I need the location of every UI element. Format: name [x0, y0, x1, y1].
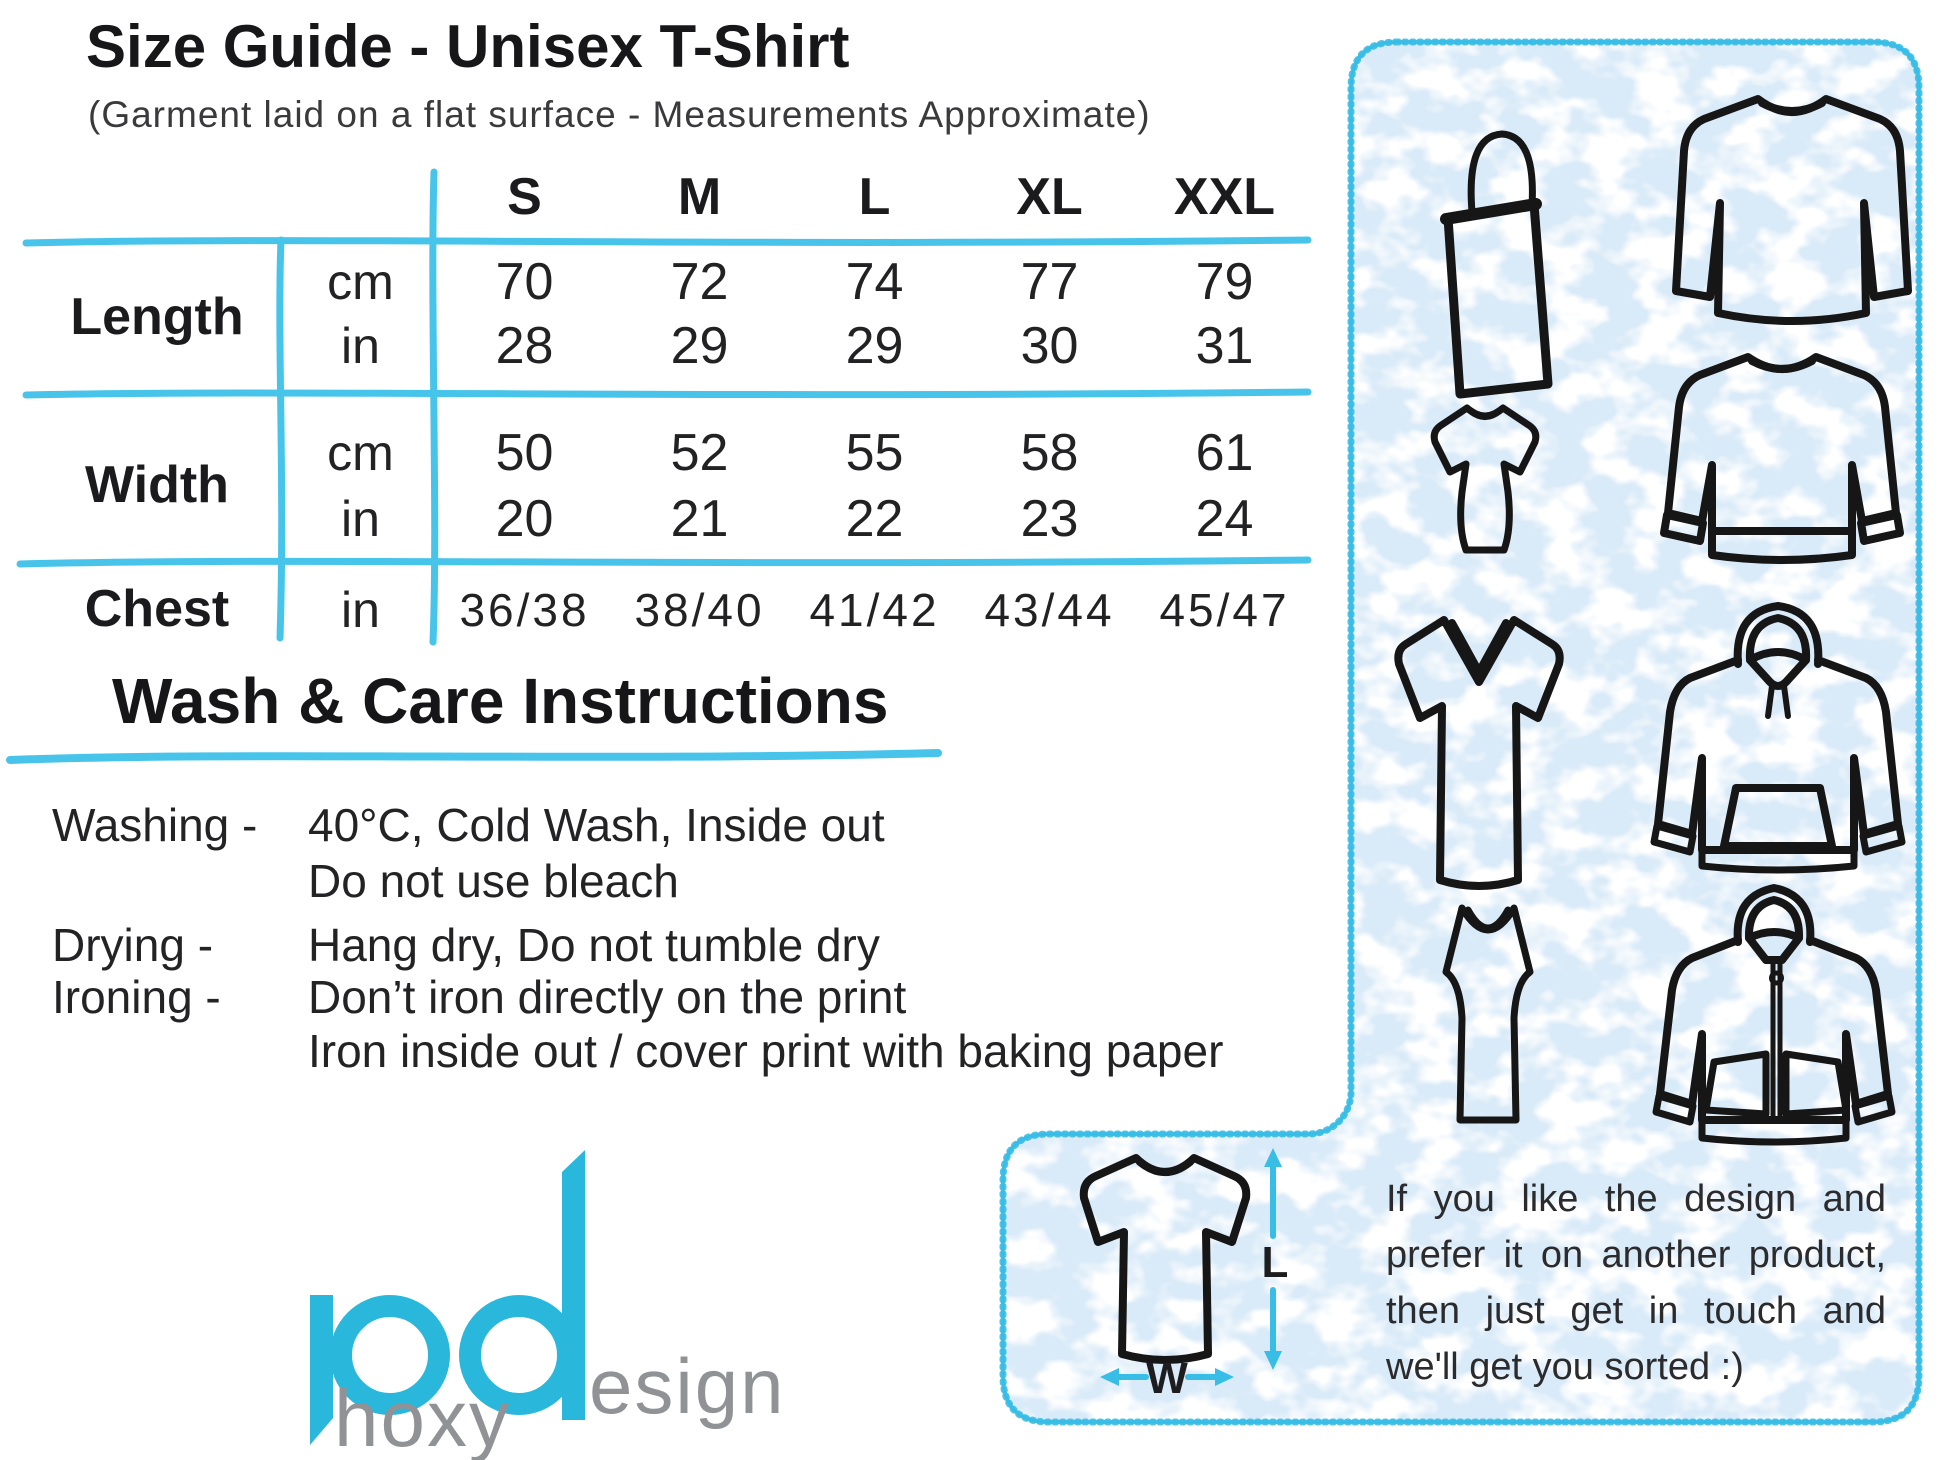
phoxy-design-logo: esign hoxy — [310, 1150, 785, 1460]
panel-border-stipple — [999, 38, 1923, 1426]
value-cell: 29 — [845, 317, 904, 375]
value-cell: 24 — [1195, 490, 1254, 548]
row-label-length: Length — [70, 288, 244, 346]
long-sleeve-shirt-icon — [1672, 95, 1912, 325]
table-rules — [6, 168, 1312, 764]
care-row-ironing: Ironing - Don’t iron directly on the pri… — [0, 970, 1340, 1026]
value-cell: 45/47 — [1159, 584, 1290, 636]
table-rule-top — [22, 236, 1312, 247]
width-measure-label: W — [1146, 1354, 1188, 1403]
unit-cell: in — [341, 318, 380, 374]
length-measure-label: L — [1261, 1238, 1289, 1287]
value-cell: 20 — [495, 490, 554, 548]
tote-bag-icon — [1440, 130, 1553, 399]
table-rule-bottom — [16, 556, 1312, 568]
pd-logo-mark — [310, 1150, 585, 1445]
care-text: Hang dry, Do not tumble dry — [308, 919, 880, 971]
logo-d-stem — [562, 1150, 585, 1420]
value-cell: 28 — [495, 317, 554, 375]
value-cell: 31 — [1195, 317, 1254, 375]
care-row-bleach: Do not use bleach — [0, 854, 1340, 910]
womens-t-shirt-icon — [1430, 404, 1540, 554]
row-label-width: Width — [85, 456, 229, 514]
value-cell: 36/38 — [459, 584, 590, 636]
note-line: then just get in touch and — [1386, 1290, 1886, 1332]
note-line: If you like the design and — [1386, 1178, 1886, 1220]
width-cm-row: cm 50 52 55 58 61 — [30, 422, 1312, 484]
care-label: Ironing - — [52, 971, 221, 1023]
table-rule-vertical-2 — [429, 168, 439, 646]
size-col-xxl: XXL — [1173, 168, 1276, 226]
width-in-row: in 20 21 22 23 24 — [30, 488, 1312, 550]
value-cell: 58 — [1020, 424, 1079, 482]
unit-cell: cm — [327, 425, 394, 481]
page-title: Size Guide - Unisex T-Shirt — [86, 13, 850, 80]
value-cell: 38/40 — [634, 584, 765, 636]
page-subtitle: (Garment laid on a flat surface - Measur… — [88, 94, 1151, 135]
value-cell: 41/42 — [809, 584, 940, 636]
care-text: Don’t iron directly on the print — [308, 971, 907, 1023]
length-arrowhead-top — [1264, 1148, 1282, 1167]
care-row-drying: Drying - Hang dry, Do not tumble dry — [0, 918, 1340, 974]
zip-hoodie-icon — [1652, 884, 1896, 1146]
value-cell: 61 — [1195, 424, 1254, 482]
care-text: Do not use bleach — [308, 855, 679, 907]
value-cell: 72 — [670, 253, 729, 311]
logo-hoxy-text: hoxy — [334, 1374, 511, 1460]
sweatshirt-icon — [1660, 353, 1904, 564]
tank-top-icon — [1442, 904, 1534, 1124]
care-label: Washing - — [52, 799, 258, 851]
logo-design-text: esign — [589, 1342, 785, 1430]
note-line: prefer it on another product, — [1386, 1234, 1886, 1276]
care-heading: Wash & Care Instructions — [112, 665, 889, 737]
size-col-xl: XL — [1016, 168, 1083, 226]
length-arrowhead-bottom — [1264, 1351, 1282, 1370]
logo-p-bowl — [330, 1295, 450, 1415]
unit-cell: cm — [327, 254, 394, 310]
value-cell: 77 — [1020, 253, 1079, 311]
care-text: 40°C, Cold Wash, Inside out — [308, 799, 885, 851]
size-header-row: S M L XL XXL — [30, 166, 1312, 228]
unit-cell: in — [341, 582, 380, 638]
width-arrowhead-left — [1100, 1368, 1119, 1386]
length-in-row: in 28 29 29 30 31 — [30, 315, 1312, 377]
row-label-chest: Chest — [84, 580, 230, 638]
measure-arrows — [1100, 1148, 1282, 1386]
size-col-s: S — [507, 168, 542, 226]
logo-p-stem — [310, 1295, 333, 1445]
value-cell: 52 — [670, 424, 729, 482]
note-line: we'll get you sorted :) — [1386, 1346, 1744, 1388]
value-cell: 74 — [845, 253, 904, 311]
value-cell: 21 — [670, 490, 729, 548]
value-cell: 22 — [845, 490, 904, 548]
chest-in-row: in 36/38 38/40 41/42 43/44 45/47 — [30, 579, 1312, 641]
table-rule-vertical-1 — [276, 236, 286, 642]
value-cell: 79 — [1195, 253, 1254, 311]
v-neck-t-shirt-icon — [1394, 616, 1564, 890]
unit-cell: in — [341, 491, 380, 547]
care-label: Drying - — [52, 919, 214, 971]
care-row-washing: Washing - 40°C, Cold Wash, Inside out — [0, 798, 1340, 854]
size-col-m: M — [677, 168, 722, 226]
size-col-l: L — [858, 168, 891, 226]
value-cell: 23 — [1020, 490, 1079, 548]
value-cell: 29 — [670, 317, 729, 375]
value-cell: 55 — [845, 424, 904, 482]
length-cm-row: cm 70 72 74 77 79 — [30, 251, 1312, 313]
value-cell: 43/44 — [984, 584, 1115, 636]
care-row-iron-inside: Iron inside out / cover print with bakin… — [0, 1024, 1340, 1080]
value-cell: 50 — [495, 424, 554, 482]
care-heading-underline — [6, 749, 942, 764]
measure-t-shirt-icon — [1079, 1154, 1251, 1364]
hoodie-icon — [1650, 602, 1906, 874]
width-arrowhead-right — [1215, 1368, 1234, 1386]
table-rule-middle — [22, 388, 1312, 399]
value-cell: 70 — [495, 253, 554, 311]
value-cell: 30 — [1020, 317, 1079, 375]
care-text: Iron inside out / cover print with bakin… — [308, 1025, 1224, 1077]
